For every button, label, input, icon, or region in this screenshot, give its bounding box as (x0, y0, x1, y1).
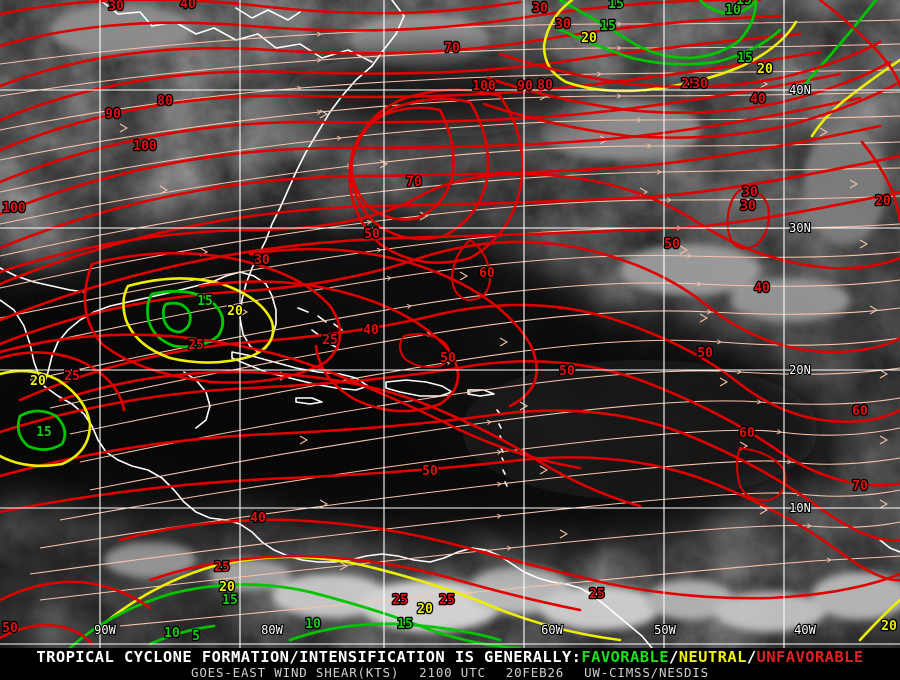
caption-prefix: TROPICAL CYCLONE FORMATION/INTENSIFICATI… (36, 648, 582, 666)
contour-label-80: 80 (537, 78, 553, 93)
contour-label-50: 50 (440, 351, 456, 366)
satellite-map[interactable]: 40N 30N 20N 10N 90W 80W 60W 50W 40W 30 40 30 15 10 1… (0, 0, 900, 648)
contour-label-80: 80 (157, 94, 173, 109)
contour-label-20: 20 (219, 580, 235, 595)
contour-label-50: 50 (422, 464, 438, 479)
product-source: GOES-EAST WIND SHEAR(KTS) (191, 665, 400, 680)
graticule (0, 0, 900, 648)
contour-label-20: 20 (417, 602, 433, 617)
legend-neutral: NEUTRAL (678, 648, 747, 666)
lon-label: 90W (94, 623, 116, 637)
contour-label-15: 15 (222, 593, 238, 608)
contour-label-15: 15 (736, 0, 752, 8)
lat-label: 20N (789, 363, 811, 377)
contour-label-50: 50 (2, 621, 18, 636)
contour-label-25: 25 (188, 338, 204, 353)
contour-label-40: 40 (750, 92, 766, 107)
legend-unfavorable: UNFAVORABLE (756, 648, 864, 666)
contour-label-50: 50 (364, 227, 380, 242)
contour-label-10: 10 (725, 3, 741, 18)
product-date: 20FEB26 (505, 665, 565, 680)
contour-label-25: 25 (439, 593, 455, 608)
contour-label-20: 20 (30, 374, 46, 389)
contour-label-70: 70 (406, 175, 422, 190)
contour-label-40: 40 (250, 511, 266, 526)
contour-label-30: 30 (692, 77, 708, 92)
contour-label-60: 60 (852, 404, 868, 419)
legend-favorable: FAVORABLE (581, 648, 669, 666)
contour-label-100: 100 (472, 79, 496, 94)
contour-label-10: 10 (164, 626, 180, 641)
latitude-labels: 40N 30N 20N 10N (788, 82, 812, 516)
contour-label-15: 15 (36, 425, 52, 440)
caption-secondary: GOES-EAST WIND SHEAR(KTS) 2100 UTC 20FEB26… (0, 666, 900, 680)
contour-label-15: 15 (397, 617, 413, 632)
lat-label: 40N (789, 83, 811, 97)
contour-label-70: 70 (852, 479, 868, 494)
contour-label-15: 15 (600, 19, 616, 34)
contour-label-70: 70 (444, 41, 460, 56)
contour-label-20: 20 (881, 619, 897, 634)
contour-label-40: 40 (754, 281, 770, 296)
contour-label-25: 25 (322, 333, 338, 348)
contour-label-15: 15 (737, 51, 753, 66)
contour-label-90: 90 (105, 107, 121, 122)
caption-primary: TROPICAL CYCLONE FORMATION/INTENSIFICATI… (0, 648, 900, 666)
lon-label: 40W (794, 623, 816, 637)
contour-label-25: 25 (392, 593, 408, 608)
contour-label-15: 15 (197, 294, 213, 309)
contour-label-25: 25 (589, 587, 605, 602)
contour-label-50: 50 (697, 346, 713, 361)
contour-label-30: 30 (740, 199, 756, 214)
contour-label-30: 30 (254, 253, 270, 268)
contour-label-20: 20 (227, 304, 243, 319)
contour-label-100: 100 (2, 201, 26, 216)
contour-label-30: 30 (108, 0, 124, 14)
contour-label-60: 60 (739, 426, 755, 441)
contour-label-60: 60 (479, 266, 495, 281)
contour-label-20: 20 (757, 62, 773, 77)
lat-label: 30N (789, 221, 811, 235)
product-time: 2100 UTC (419, 665, 486, 680)
caption-separator-2: / (746, 648, 757, 666)
contour-label-30: 30 (555, 17, 571, 32)
longitude-labels: 90W 80W 60W 50W 40W (93, 622, 818, 638)
contour-label-30: 30 (532, 1, 548, 16)
lat-label: 10N (789, 501, 811, 515)
contour-label-30: 30 (742, 185, 758, 200)
caption-separator-1: / (668, 648, 679, 666)
lon-label: 80W (261, 623, 283, 637)
contour-label-25: 25 (64, 369, 80, 384)
lon-label: 60W (541, 623, 563, 637)
contour-label-15: 15 (608, 0, 624, 12)
contour-label-25: 25 (214, 560, 230, 575)
contour-label-10: 10 (305, 617, 321, 632)
contour-label-5: 5 (192, 629, 200, 644)
product-agency: UW-CIMSS/NESDIS (584, 665, 709, 680)
lon-label: 50W (654, 623, 676, 637)
contour-label-50: 50 (559, 364, 575, 379)
caption-bar: TROPICAL CYCLONE FORMATION/INTENSIFICATI… (0, 648, 900, 680)
contour-label-20: 20 (875, 194, 891, 209)
contour-label-25: 25 (681, 77, 697, 92)
contour-label-40: 40 (180, 0, 196, 12)
contour-label-20: 20 (581, 31, 597, 46)
contour-label-100: 100 (133, 139, 157, 154)
contour-label-40: 40 (363, 323, 379, 338)
contour-label-50: 50 (664, 237, 680, 252)
contour-label-90: 90 (517, 79, 533, 94)
